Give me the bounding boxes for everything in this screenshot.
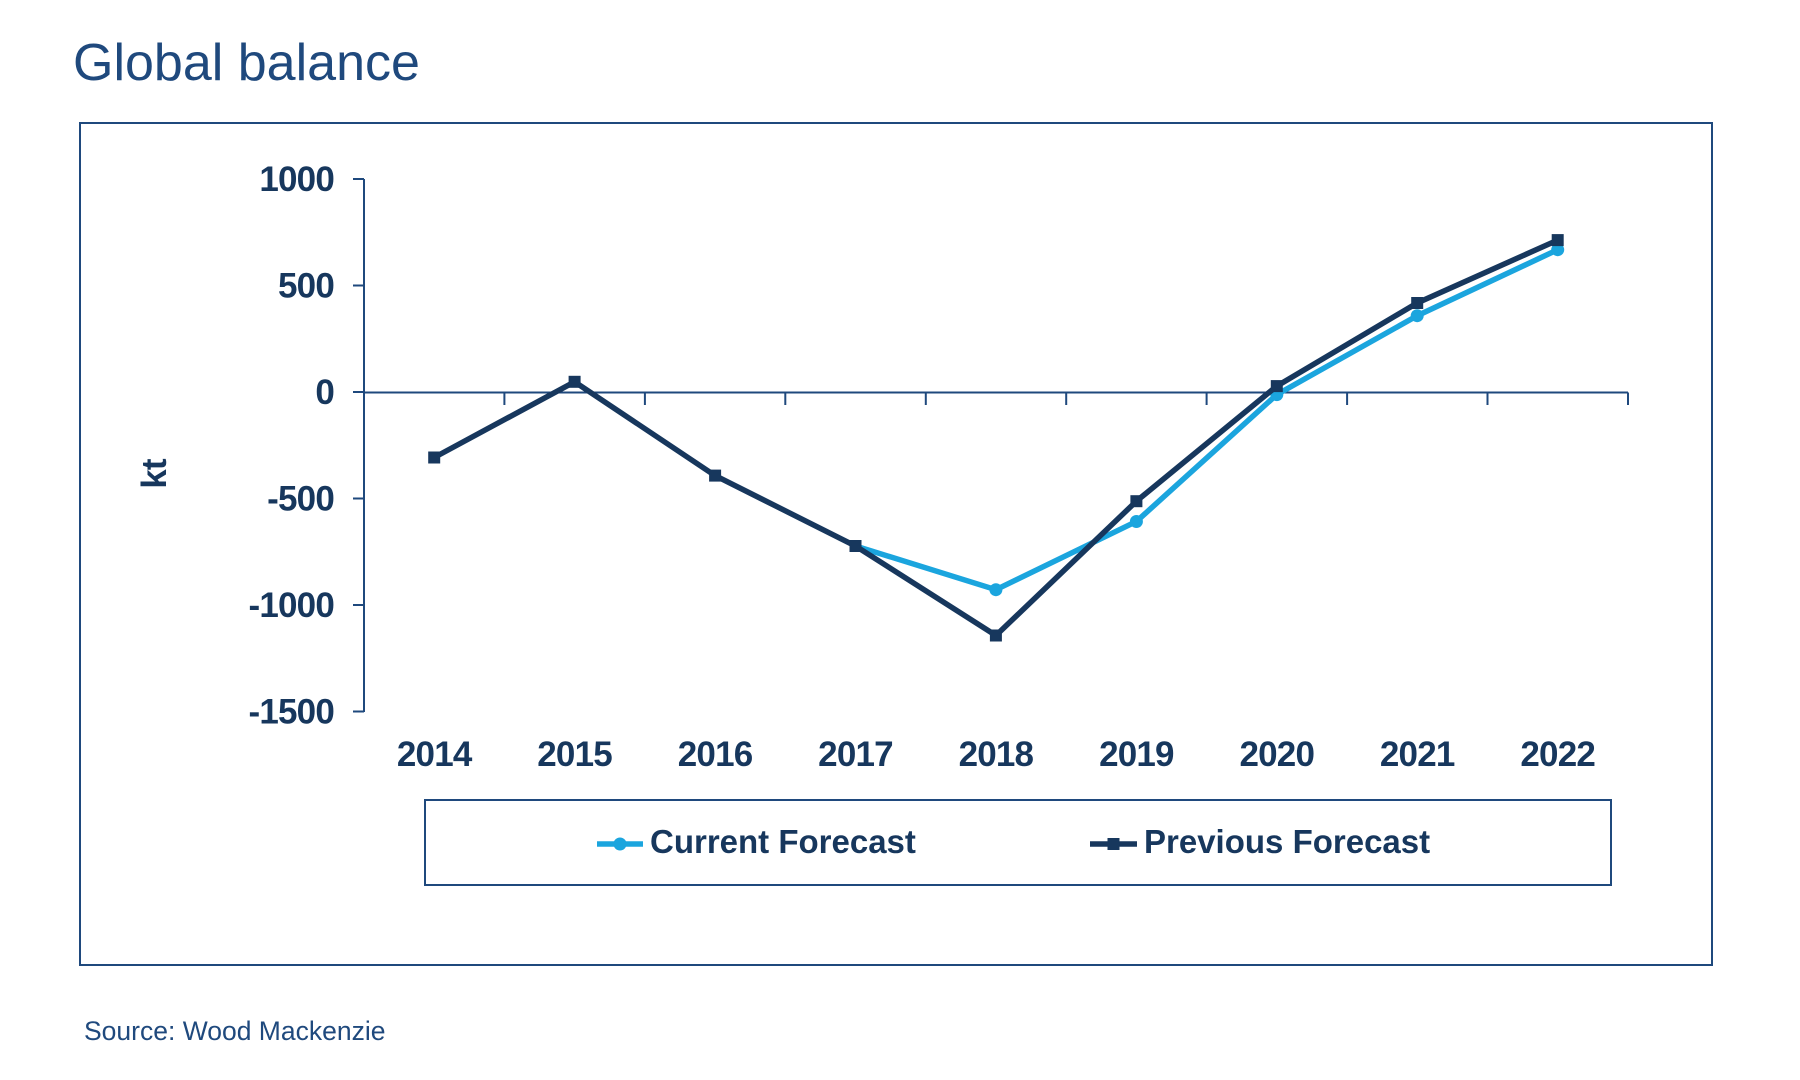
svg-text:2022: 2022 [1520,735,1595,774]
svg-text:2021: 2021 [1380,735,1455,774]
svg-text:-500: -500 [267,480,334,519]
svg-text:2014: 2014 [397,735,473,774]
svg-text:2018: 2018 [959,735,1034,774]
svg-text:2017: 2017 [818,735,893,774]
svg-text:-1000: -1000 [248,586,334,625]
svg-text:2016: 2016 [678,735,753,774]
svg-text:1000: 1000 [259,160,334,199]
svg-text:2020: 2020 [1239,735,1314,774]
svg-text:Global balance: Global balance [73,34,420,92]
svg-text:Previous Forecast: Previous Forecast [1144,823,1430,860]
svg-text:Current Forecast: Current Forecast [650,823,916,860]
svg-text:kt: kt [135,458,174,489]
svg-text:2019: 2019 [1099,735,1174,774]
svg-text:500: 500 [278,267,334,306]
svg-text:0: 0 [315,373,334,412]
svg-text:Source: Wood Mackenzie: Source: Wood Mackenzie [84,1016,385,1046]
svg-text:2015: 2015 [537,735,612,774]
svg-text:-1500: -1500 [248,693,334,732]
